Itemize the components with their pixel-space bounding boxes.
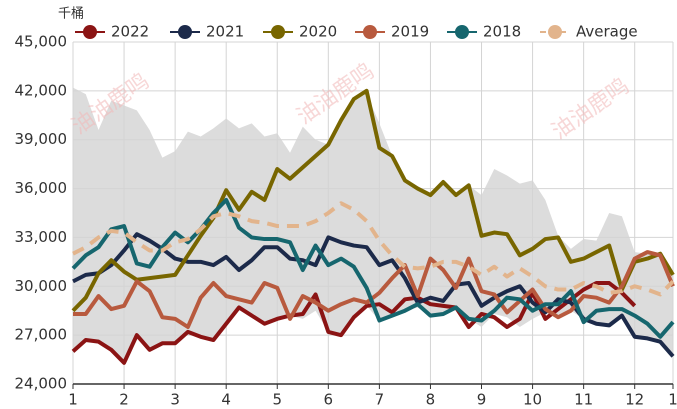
legend-label: Average [576,23,638,41]
y-tick-label: 45,000 [15,33,68,51]
y-tick-label: 39,000 [15,130,68,148]
legend-label: 2020 [299,23,337,41]
legend-label: 2019 [391,23,429,41]
x-tick-label: 2 [119,391,129,409]
x-tick-label: 10 [523,391,542,409]
x-tick-label: 9 [477,391,487,409]
x-tick-label: 8 [426,391,436,409]
legend-marker [178,25,192,39]
legend-marker [83,25,97,39]
x-tick-label: 12 [625,391,644,409]
legend-marker [363,25,377,39]
legend-marker [455,25,469,39]
x-tick-label: 11 [574,391,593,409]
y-tick-label: 36,000 [15,179,68,197]
series-line [71,88,675,313]
legend-label: 2021 [206,23,244,41]
legend-label: 2022 [111,23,149,41]
y-tick-label: 42,000 [15,81,68,99]
x-tick-label: 3 [170,391,180,409]
y-tick-label: 27,000 [15,326,68,344]
y-tick-label: 30,000 [15,277,68,295]
unit-label: 千桶 [58,7,84,22]
y-tick-label: 33,000 [15,228,68,246]
x-tick-label: 1 [668,391,677,409]
series-line [71,197,675,339]
x-tick-label: 1 [68,391,78,409]
legend-marker [271,25,285,39]
x-tick-label: 4 [221,391,231,409]
series-line [72,201,675,297]
series-line [73,250,675,329]
watermark: 油油鹿鸣 [548,74,634,145]
x-tick-label: 5 [272,391,282,409]
x-tick-label: 7 [375,391,385,409]
y-tick-label: 24,000 [15,375,68,393]
legend-marker [548,25,562,39]
x-tick-label: 6 [324,391,334,409]
legend-label: 2018 [483,23,521,41]
